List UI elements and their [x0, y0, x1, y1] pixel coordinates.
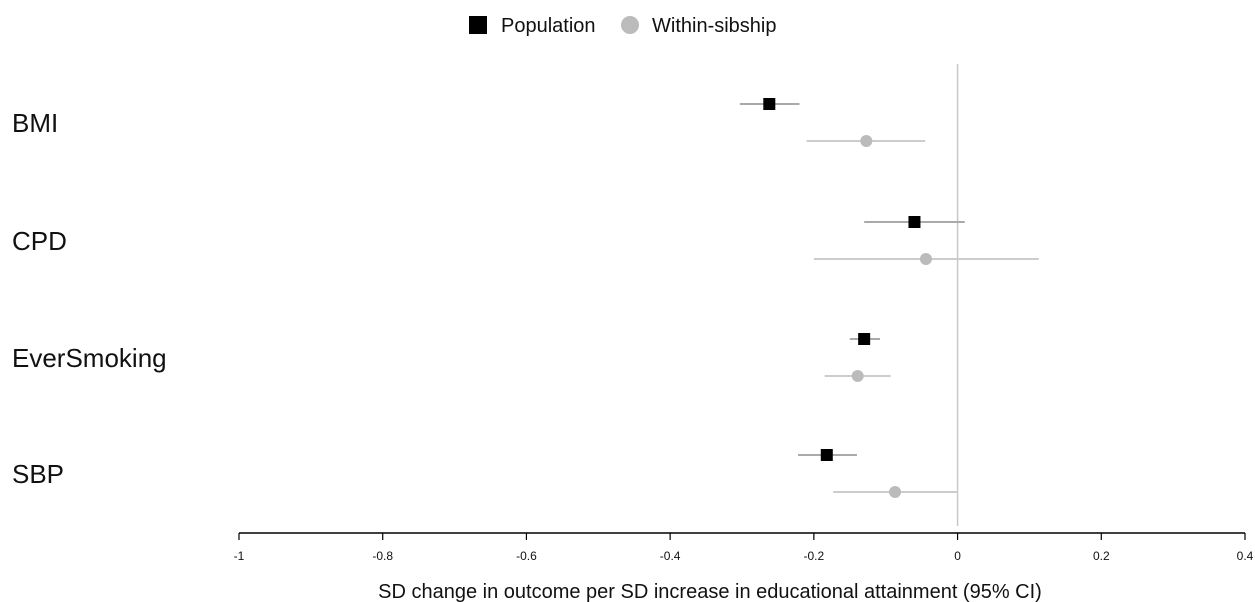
x-axis: -1 -0.8 -0.6 -0.4 -0.2 0 0.2 0.4 SD change in ou…	[234, 532, 1254, 602]
x-tick-label: 0	[954, 549, 961, 563]
point-within-sibship-sbp	[889, 486, 902, 498]
x-tick-label: -0.2	[804, 549, 825, 563]
point-estimate-layer	[763, 98, 932, 498]
legend-label-within-sibship: Within-sibship	[652, 15, 776, 37]
category-label-eversmoking: EverSmoking	[12, 343, 167, 373]
point-population-eversmoking	[858, 333, 871, 345]
point-population-cpd	[908, 216, 921, 228]
x-tick-label: 0.2	[1093, 549, 1110, 563]
category-label-sbp: SBP	[12, 459, 64, 489]
category-label-layer: BMI CPD EverSmoking SBP	[12, 108, 167, 489]
point-population-bmi	[763, 98, 776, 110]
legend-marker-population	[469, 16, 487, 34]
category-label-cpd: CPD	[12, 226, 67, 256]
x-tick-label: -1	[234, 549, 245, 563]
x-tick-label: -0.4	[660, 549, 681, 563]
point-within-sibship-eversmoking	[851, 370, 864, 382]
point-within-sibship-cpd	[919, 253, 932, 265]
confidence-interval-layer	[739, 103, 1039, 493]
legend-label-population: Population	[501, 15, 596, 37]
x-tick-label: -0.8	[372, 549, 393, 563]
legend-marker-within-sibship	[621, 16, 639, 34]
x-tick-label: -0.6	[516, 549, 537, 563]
category-label-bmi: BMI	[12, 108, 58, 138]
legend: Population Within-sibship	[469, 15, 776, 37]
x-tick-label: 0.4	[1237, 549, 1254, 563]
point-within-sibship-bmi	[860, 135, 873, 147]
x-axis-title: SD change in outcome per SD increase in …	[378, 581, 1042, 602]
point-population-sbp	[820, 449, 833, 461]
